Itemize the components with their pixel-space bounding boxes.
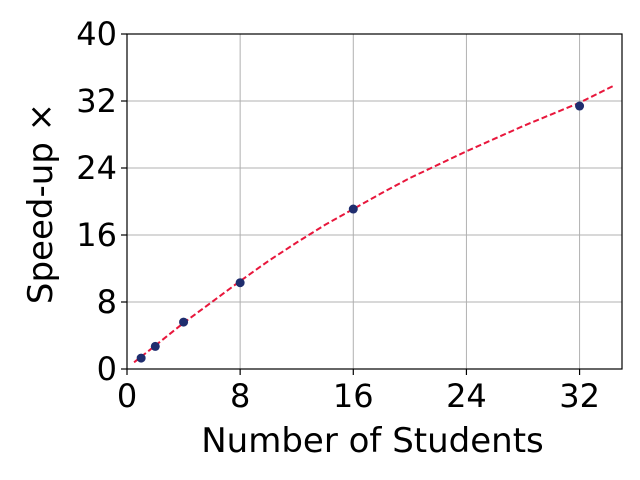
fit-curve-group (133, 84, 616, 364)
y-axis-label: Speed-up × (21, 103, 61, 304)
data-point (575, 101, 585, 111)
y-tick-label: 40 (76, 15, 117, 53)
grid (126, 33, 622, 370)
plot-frame (126, 33, 623, 370)
y-tick-label: 16 (76, 216, 117, 254)
data-point (150, 341, 160, 351)
y-tick-label: 0 (97, 350, 117, 388)
x-tick-label: 16 (333, 377, 374, 415)
x-tick-label: 24 (446, 377, 487, 415)
data-point (136, 353, 146, 363)
data-point (179, 317, 189, 327)
fit-line (133, 84, 616, 364)
y-tick-label: 32 (76, 82, 117, 120)
x-tick-label: 32 (559, 377, 600, 415)
data-point (348, 204, 358, 214)
x-ticks: 0 8 16 24 32 (117, 369, 600, 415)
y-tick-label: 24 (76, 149, 117, 187)
x-tick-label: 8 (230, 377, 250, 415)
y-ticks: 0 8 16 24 32 40 (76, 15, 127, 388)
x-tick-label: 0 (117, 377, 137, 415)
data-points-group (136, 101, 585, 363)
x-axis-label: Number of Students (201, 421, 544, 461)
data-point (235, 278, 245, 288)
y-tick-label: 8 (97, 283, 117, 321)
